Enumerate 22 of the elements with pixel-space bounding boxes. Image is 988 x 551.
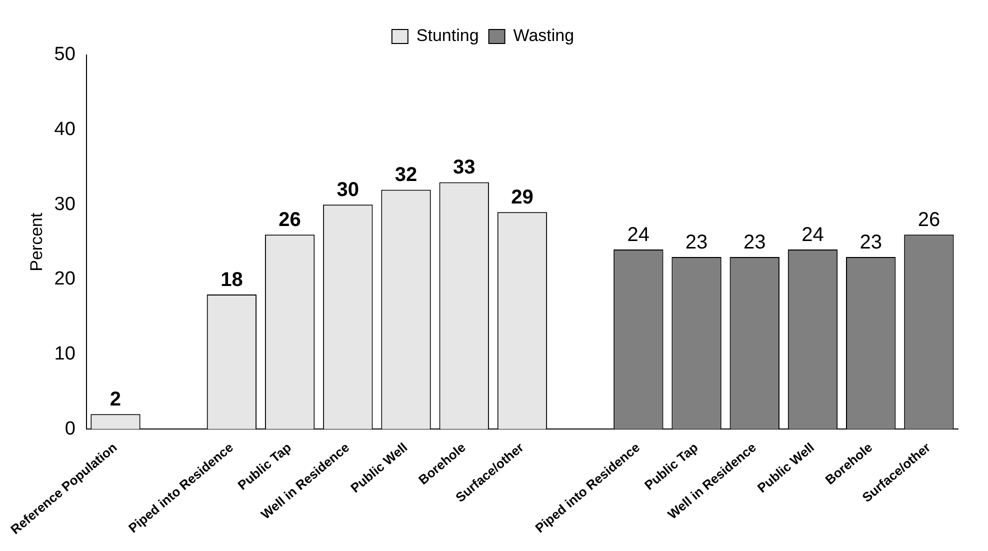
y-tick-label: 10	[54, 344, 76, 365]
y-tick-label: 40	[54, 119, 76, 140]
data-label: 2	[110, 388, 122, 411]
y-tick-label: 20	[54, 268, 76, 290]
data-label: 30	[336, 179, 360, 202]
data-label: 26	[278, 209, 301, 232]
data-label: 23	[860, 232, 882, 254]
data-label: 26	[918, 209, 940, 232]
data-label: 33	[452, 156, 476, 179]
y-tick-label: 50	[54, 44, 76, 66]
data-label: 24	[627, 224, 650, 246]
legend-label: Stunting	[416, 26, 479, 46]
data-label: 29	[511, 186, 534, 209]
y-tick-label: 0	[64, 418, 76, 440]
data-label: 32	[394, 164, 418, 186]
data-label: 18	[220, 268, 243, 291]
data-label: 24	[802, 224, 824, 246]
y-axis-title: Percent	[26, 212, 46, 272]
legend-label: Wasting	[513, 26, 574, 46]
data-label: 23	[685, 232, 708, 254]
y-tick-label: 30	[54, 194, 76, 215]
data-label: 23	[744, 232, 766, 254]
